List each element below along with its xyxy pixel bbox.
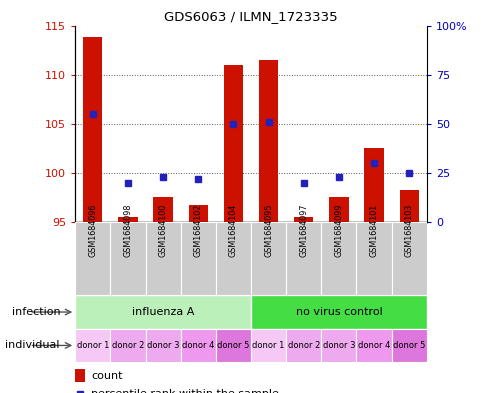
Bar	[399, 189, 418, 222]
Text: donor 2: donor 2	[111, 341, 144, 350]
Bar	[83, 37, 102, 222]
Bar	[391, 222, 426, 295]
Bar	[356, 329, 391, 362]
Text: individual: individual	[5, 340, 59, 351]
Bar	[75, 329, 110, 362]
Text: influenza A: influenza A	[132, 307, 194, 317]
Bar	[145, 222, 180, 295]
Bar	[75, 222, 110, 295]
Text: GSM1684103: GSM1684103	[404, 204, 413, 257]
Bar	[320, 329, 356, 362]
Bar	[145, 329, 180, 362]
Bar	[188, 205, 208, 222]
Bar	[251, 329, 286, 362]
Text: donor 5: donor 5	[392, 341, 424, 350]
Bar	[320, 222, 356, 295]
Bar	[258, 60, 278, 222]
Text: GSM1684096: GSM1684096	[88, 204, 97, 257]
Bar	[75, 369, 85, 382]
Bar	[363, 148, 383, 222]
Title: GDS6063 / ILMN_1723335: GDS6063 / ILMN_1723335	[164, 10, 337, 23]
Text: donor 2: donor 2	[287, 341, 319, 350]
Text: donor 3: donor 3	[322, 341, 354, 350]
Text: no virus control: no virus control	[295, 307, 381, 317]
Bar	[180, 222, 215, 295]
Text: count: count	[91, 371, 122, 381]
Bar	[110, 222, 145, 295]
Bar	[329, 197, 348, 222]
Text: donor 3: donor 3	[147, 341, 179, 350]
Text: GSM1684100: GSM1684100	[158, 204, 167, 257]
Text: GSM1684098: GSM1684098	[123, 204, 132, 257]
Bar	[215, 329, 251, 362]
Bar	[251, 222, 286, 295]
Text: donor 4: donor 4	[182, 341, 214, 350]
Text: GSM1684101: GSM1684101	[369, 204, 378, 257]
Bar	[215, 222, 251, 295]
Bar	[153, 197, 172, 222]
Text: GSM1684104: GSM1684104	[228, 204, 238, 257]
Bar	[286, 222, 320, 295]
Bar	[286, 329, 320, 362]
Text: GSM1684095: GSM1684095	[263, 204, 272, 257]
Bar	[118, 217, 137, 222]
Text: GSM1684097: GSM1684097	[299, 204, 308, 257]
Text: donor 4: donor 4	[357, 341, 390, 350]
Text: GSM1684102: GSM1684102	[193, 204, 202, 257]
Text: donor 5: donor 5	[217, 341, 249, 350]
Bar	[110, 329, 145, 362]
Text: donor 1: donor 1	[76, 341, 109, 350]
Bar	[251, 295, 426, 329]
Text: donor 1: donor 1	[252, 341, 284, 350]
Bar	[356, 222, 391, 295]
Bar	[180, 329, 215, 362]
Bar	[293, 217, 313, 222]
Bar	[391, 329, 426, 362]
Bar	[223, 65, 242, 222]
Text: percentile rank within the sample: percentile rank within the sample	[91, 389, 278, 393]
Text: GSM1684099: GSM1684099	[333, 204, 343, 257]
Text: infection: infection	[12, 307, 61, 317]
Bar	[75, 295, 251, 329]
